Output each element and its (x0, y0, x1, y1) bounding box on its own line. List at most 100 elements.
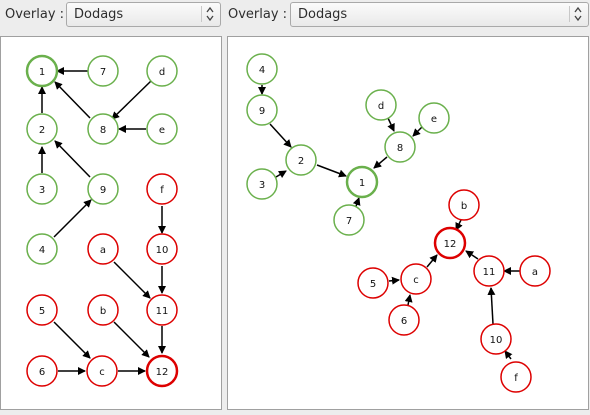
edge-b-12 (113, 321, 150, 358)
node-f[interactable]: f (500, 361, 532, 393)
node-3[interactable]: 3 (246, 168, 278, 200)
node-8[interactable]: 8 (87, 113, 119, 145)
overlay-label-right: Overlay : (228, 7, 288, 22)
node-label: 12 (156, 367, 169, 378)
chevron-updown-icon (569, 6, 582, 22)
node-b[interactable]: b (448, 189, 480, 221)
edge-5-c (53, 321, 91, 359)
dodag-graph-right[interactable]: 4 9 d e 8 2 3 1 7 b 12 5 c 11 a 6 10 f (228, 37, 590, 411)
edge-9-2 (54, 140, 91, 178)
node-a[interactable]: a (87, 233, 119, 265)
node-1[interactable]: 1 (25, 54, 59, 88)
edge-8-1 (54, 81, 91, 119)
edge-2-1 (316, 164, 347, 178)
overlay-select-right[interactable]: Dodags (290, 2, 589, 27)
node-2[interactable]: 2 (285, 144, 317, 176)
node-label: 2 (298, 156, 304, 167)
graph-panel-right[interactable]: 4 9 d e 8 2 3 1 7 b 12 5 c 11 a 6 10 f (227, 36, 589, 410)
edge-9-2 (269, 123, 292, 148)
node-e[interactable]: e (146, 113, 178, 145)
node-label: 4 (259, 65, 265, 76)
node-label: d (159, 67, 165, 78)
node-label: 3 (39, 185, 45, 196)
node-label: 3 (259, 180, 265, 191)
node-label: 12 (444, 239, 457, 250)
node-label: f (514, 373, 518, 384)
node-label: b (461, 201, 467, 212)
node-label: a (100, 245, 106, 256)
node-7[interactable]: 7 (333, 204, 365, 236)
node-9[interactable]: 9 (246, 94, 278, 126)
edge-c-12 (426, 254, 438, 268)
node-b[interactable]: b (87, 294, 119, 326)
node-label: 2 (39, 125, 45, 136)
node-label: 5 (370, 279, 376, 290)
edge-5-c (388, 276, 400, 285)
graph-panel-left[interactable]: 1 7 d 2 8 e 3 9 f 4 a 10 5 b 11 6 c 12 (0, 36, 222, 410)
node-3[interactable]: 3 (26, 173, 58, 205)
node-label: 8 (397, 143, 403, 154)
node-1[interactable]: 1 (345, 165, 379, 199)
node-f[interactable]: f (146, 173, 178, 205)
edge-a-11 (113, 261, 151, 299)
node-label: 10 (156, 245, 169, 256)
node-label: f (160, 185, 164, 196)
overlay-label-left: Overlay : (5, 7, 65, 22)
node-6[interactable]: 6 (388, 304, 420, 336)
node-d[interactable]: d (365, 89, 397, 121)
edge-d-8 (111, 80, 152, 120)
node-label: 11 (483, 267, 496, 278)
node-12[interactable]: 12 (433, 226, 467, 260)
node-6[interactable]: 6 (26, 355, 58, 387)
node-label: e (159, 125, 165, 136)
node-a[interactable]: a (519, 255, 551, 287)
node-4[interactable]: 4 (26, 233, 58, 265)
edge-4-9 (53, 199, 92, 238)
node-5[interactable]: 5 (357, 267, 389, 299)
node-label: 10 (490, 335, 503, 346)
edge-10-11 (487, 287, 496, 325)
node-label: 8 (100, 125, 106, 136)
node-label: 5 (39, 306, 45, 317)
node-e[interactable]: e (418, 102, 450, 134)
node-10[interactable]: 10 (480, 323, 512, 355)
edge-d-8 (387, 117, 395, 132)
node-9[interactable]: 9 (87, 173, 119, 205)
edge-3-2 (275, 170, 287, 179)
node-label: 7 (100, 67, 106, 78)
node-label: 11 (156, 306, 169, 317)
edge-8-1 (373, 156, 388, 169)
node-label: d (378, 101, 384, 112)
node-label: c (99, 367, 105, 378)
overlay-select-left[interactable]: Dodags (66, 2, 221, 27)
node-c[interactable]: c (86, 355, 118, 387)
node-label: e (431, 114, 437, 125)
node-label: a (532, 267, 538, 278)
node-label: 9 (100, 185, 106, 196)
node-5[interactable]: 5 (26, 294, 58, 326)
node-label: 4 (39, 245, 45, 256)
node-d[interactable]: d (146, 55, 178, 87)
node-8[interactable]: 8 (384, 131, 416, 163)
node-11[interactable]: 11 (146, 294, 178, 326)
chevron-updown-icon (201, 6, 214, 22)
edge-e-8 (412, 126, 423, 137)
node-label: 7 (346, 216, 352, 227)
node-label: 1 (359, 178, 365, 189)
node-7[interactable]: 7 (87, 55, 119, 87)
node-label: b (100, 306, 106, 317)
node-10[interactable]: 10 (146, 233, 178, 265)
edge-f-10 (504, 350, 513, 360)
node-label: 1 (39, 67, 45, 78)
node-label: c (413, 275, 419, 286)
overlay-select-value-left: Dodags (74, 7, 124, 22)
node-12[interactable]: 12 (145, 354, 179, 388)
dodag-graph-left[interactable]: 1 7 d 2 8 e 3 9 f 4 a 10 5 b 11 6 c 12 (1, 37, 223, 411)
node-label: 6 (39, 367, 45, 378)
node-label: 9 (259, 106, 265, 117)
overlay-select-value-right: Dodags (298, 7, 348, 22)
node-4[interactable]: 4 (246, 53, 278, 85)
node-11[interactable]: 11 (473, 255, 505, 287)
node-2[interactable]: 2 (26, 113, 58, 145)
node-c[interactable]: c (400, 263, 432, 295)
